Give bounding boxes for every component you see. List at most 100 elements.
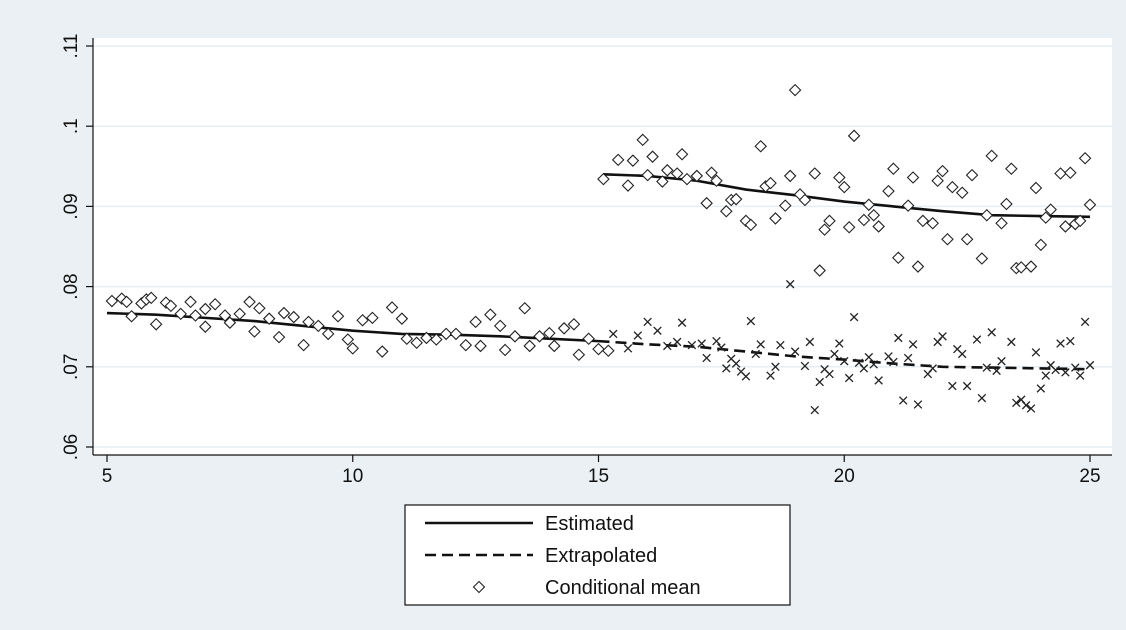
conditional-mean-point	[837, 180, 851, 194]
conditional-mean-point	[385, 301, 399, 314]
x-point	[849, 312, 859, 322]
x-point	[663, 341, 672, 351]
conditional-mean-point	[248, 325, 261, 338]
x-point	[839, 356, 849, 366]
conditional-mean-point	[808, 167, 822, 180]
conditional-mean-point	[120, 295, 133, 309]
conditional-mean-point	[818, 223, 831, 236]
conditional-mean-point	[862, 198, 876, 212]
conditional-mean-point	[1083, 198, 1097, 212]
conditional-mean-point	[1000, 197, 1013, 211]
conditional-mean-point	[646, 150, 659, 163]
conditional-mean-point	[1044, 203, 1057, 216]
x-point	[957, 349, 967, 359]
conditional-mean-point	[602, 344, 615, 358]
x-point	[844, 373, 854, 383]
legend: Estimated Extrapolated Conditional mean	[404, 504, 791, 606]
x-point	[997, 356, 1006, 366]
conditional-mean-point	[469, 315, 482, 329]
conditional-mean-point	[965, 168, 979, 182]
conditional-mean-point	[449, 327, 463, 341]
conditional-mean-point	[184, 295, 197, 309]
conditional-mean-point	[916, 214, 930, 228]
x-point	[977, 393, 987, 403]
conditional-mean-point	[375, 345, 389, 358]
conditional-mean-point	[592, 342, 605, 356]
x-point	[1026, 404, 1036, 413]
conditional-mean-point	[980, 208, 994, 222]
y-tick-label: .1	[61, 118, 82, 134]
extrapolated-line	[598, 339, 1091, 371]
conditional-mean-point	[729, 192, 743, 206]
conditional-mean-point	[906, 171, 920, 184]
conditional-mean-point	[144, 291, 158, 305]
y-tick-label: .07	[61, 354, 82, 380]
conditional-mean-point	[705, 166, 718, 179]
conditional-mean-point	[1034, 238, 1048, 252]
conditional-mean-point	[670, 167, 684, 180]
x-point	[717, 343, 726, 352]
conditional-mean-point	[1014, 261, 1028, 274]
y-tick-label: .09	[61, 193, 82, 219]
conditional-mean-point	[321, 327, 335, 341]
conditional-mean-point	[700, 196, 713, 210]
conditional-mean-point	[872, 220, 885, 233]
conditional-mean-point	[788, 83, 802, 97]
conditional-mean-point	[1054, 167, 1067, 180]
x-point	[908, 340, 918, 349]
conditional-mean-point	[892, 251, 905, 265]
conditional-mean-point	[941, 233, 954, 246]
x-tick-label: 20	[834, 466, 855, 487]
x-point	[825, 369, 834, 379]
conditional-mean-point	[302, 315, 315, 329]
conditional-mean-point	[887, 162, 900, 175]
conditional-mean-point	[430, 333, 443, 346]
x-point	[751, 349, 761, 359]
conditional-mean-point	[356, 314, 369, 327]
x-point	[805, 337, 815, 347]
conditional-mean-point	[823, 214, 836, 228]
estimated-line	[603, 173, 1091, 219]
conditional-mean-point	[297, 338, 310, 352]
plot-marks	[105, 83, 1097, 415]
conditional-mean-point	[572, 348, 586, 362]
conditional-mean-point	[218, 309, 232, 322]
x-point	[766, 371, 775, 380]
x-point	[722, 364, 731, 373]
x-point	[608, 329, 618, 339]
conditional-mean-point	[312, 319, 325, 333]
conditional-mean-point	[346, 342, 360, 355]
conditional-mean-point	[778, 199, 792, 212]
x-point	[1041, 371, 1051, 380]
x-point	[785, 279, 795, 289]
x-point	[1056, 339, 1065, 348]
x-point	[889, 357, 898, 367]
conditional-mean-point	[710, 174, 723, 188]
x-point	[1070, 363, 1080, 372]
conditional-mean-point	[164, 299, 178, 313]
conditional-mean-point	[769, 212, 782, 225]
conditional-mean-point	[523, 339, 536, 353]
x-point	[776, 340, 785, 350]
x-point	[938, 332, 947, 341]
x-tick-label: 10	[342, 466, 363, 487]
conditional-mean-point	[331, 309, 345, 323]
conditional-mean-point	[543, 326, 556, 340]
legend-swatch-conditional-mean	[472, 580, 486, 594]
x-point	[874, 376, 883, 385]
x-point	[790, 347, 800, 356]
x-point	[756, 340, 765, 349]
conditional-mean-point	[833, 171, 846, 184]
conditional-mean-point	[557, 322, 571, 335]
conditional-mean-point	[783, 169, 797, 183]
x-point	[864, 352, 874, 362]
legend-label: Estimated	[545, 513, 634, 535]
conditional-mean-point	[439, 327, 453, 341]
conditional-mean-point	[931, 174, 944, 188]
conditional-mean-point	[400, 332, 414, 346]
conditional-mean-point	[277, 306, 291, 320]
conditional-mean-point	[661, 164, 674, 177]
conditional-mean-point	[754, 139, 767, 153]
conditional-mean-point	[199, 320, 212, 333]
